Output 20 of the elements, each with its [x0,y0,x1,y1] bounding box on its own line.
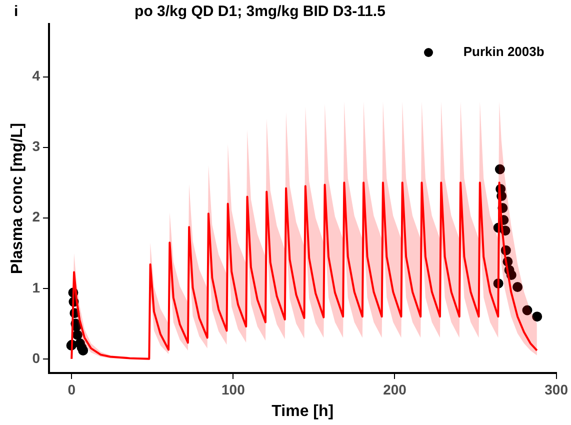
x-tick-label: 100 [222,381,246,398]
x-tick-label: 0 [68,381,76,398]
y-tick-label: 3 [32,138,40,154]
x-tick-label: 200 [383,381,407,398]
point [78,345,88,356]
point [522,305,532,316]
point [72,330,82,340]
y-tick-label: 0 [32,350,40,366]
x-tick-label: 300 [544,381,568,398]
point [532,312,542,322]
y-tick-label: 4 [32,68,40,84]
legend-label: Purkin 2003b [463,44,544,59]
text: i [14,3,18,20]
chart-title: po 3/kg QD D1; 3mg/kg BID D3-11.5 [134,3,386,20]
y-tick-label: 2 [32,208,40,225]
y-axis-title: Plasma conc [mg/L] [9,122,26,274]
point [512,282,523,292]
x-axis-title: Time [h] [272,402,334,420]
y-tick-label: 1 [32,279,40,296]
point [494,164,505,174]
